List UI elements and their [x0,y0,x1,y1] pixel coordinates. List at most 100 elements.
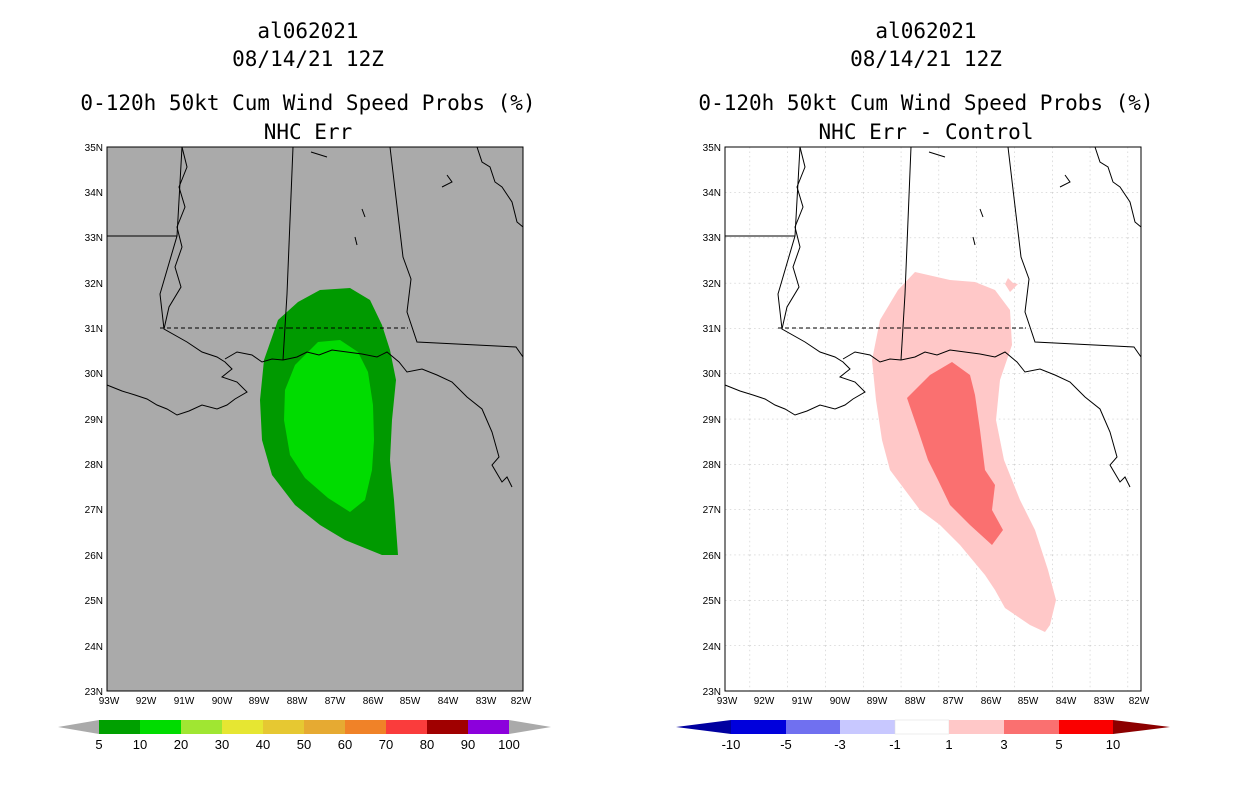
colorbar-swatch [1059,720,1113,734]
left-colorbar: 5 10 20 30 40 50 60 70 80 90 100 [58,720,551,752]
lon-label: 90W [212,696,233,707]
left-subtitle: NHC Err [264,120,353,144]
colorbar-label: 70 [379,737,393,752]
lon-label: 86W [363,696,384,707]
lon-label: 93W [99,696,120,707]
lat-label: 26N [703,551,721,562]
colorbar-label: 3 [1000,737,1007,752]
right-colorbar-right-end [1113,720,1170,734]
colorbar-label: 90 [461,737,475,752]
lon-label: 88W [905,696,926,707]
lat-label: 29N [85,415,103,426]
left-lat-labels: 35N 34N 33N 32N 31N 30N 29N 28N 27N 26N … [85,143,103,698]
lon-label: 84W [438,696,459,707]
colorbar-label: 10 [133,737,147,752]
lat-label: 31N [85,324,103,335]
colorbar-swatch [386,720,427,734]
colorbar-label: 30 [215,737,229,752]
lon-label: 83W [1094,696,1115,707]
left-datetime: 08/14/21 12Z [232,47,384,71]
lat-label: 35N [85,143,103,154]
colorbar-swatch [222,720,263,734]
right-panel: al062021 08/14/21 12Z 0-120h 50kt Cum Wi… [676,19,1170,752]
colorbar-label: 10 [1106,737,1120,752]
lat-label: 25N [703,596,721,607]
colorbar-swatch [304,720,345,734]
colorbar-label: 20 [174,737,188,752]
colorbar-swatch [99,720,140,734]
right-product-title: 0-120h 50kt Cum Wind Speed Probs (%) [698,91,1153,115]
lon-label: 86W [981,696,1002,707]
lat-label: 32N [703,279,721,290]
lat-label: 31N [703,324,721,335]
colorbar-label: 50 [297,737,311,752]
colorbar-swatch [345,720,386,734]
right-map-frame [724,146,1142,692]
lon-label: 82W [1129,696,1150,707]
lat-label: 27N [703,505,721,516]
lon-label: 82W [511,696,532,707]
lat-label: 33N [703,233,721,244]
colorbar-swatch [468,720,509,734]
lat-label: 30N [703,369,721,380]
colorbar-label: 5 [1055,737,1062,752]
colorbar-swatch [731,720,786,734]
colorbar-label: 5 [95,737,102,752]
colorbar-label: -3 [834,737,846,752]
lat-label: 35N [703,143,721,154]
left-colorbar-left-end [58,720,99,734]
lat-label: 28N [703,460,721,471]
lon-label: 92W [136,696,157,707]
left-storm-id: al062021 [257,19,358,43]
lat-label: 32N [85,279,103,290]
left-colorbar-right-end [509,720,551,734]
colorbar-label: 40 [256,737,270,752]
lon-label: 84W [1056,696,1077,707]
lat-label: 34N [703,188,721,199]
lon-label: 83W [476,696,497,707]
lon-label: 87W [325,696,346,707]
lon-label: 93W [717,696,738,707]
colorbar-swatch [786,720,840,734]
colorbar-label: 80 [420,737,434,752]
left-lon-labels: 93W 92W 91W 90W 89W 88W 87W 86W 85W 84W … [99,696,532,707]
lat-label: 25N [85,596,103,607]
colorbar-label: -1 [889,737,901,752]
right-storm-id: al062021 [875,19,976,43]
left-panel: al062021 08/14/21 12Z 0-120h 50kt Cum Wi… [58,19,551,752]
lat-label: 24N [703,642,721,653]
lon-label: 91W [792,696,813,707]
lon-label: 85W [400,696,421,707]
lat-label: 23N [703,687,721,698]
right-lon-labels: 93W 92W 91W 90W 89W 88W 87W 86W 85W 84W … [717,696,1150,707]
right-colorbar: -10 -5 -3 -1 1 3 5 10 [676,719,1170,752]
left-product-title: 0-120h 50kt Cum Wind Speed Probs (%) [80,91,535,115]
colorbar-swatch [140,720,181,734]
lat-label: 33N [85,233,103,244]
colorbar-swatch [949,720,1004,734]
colorbar-swatch [894,719,950,735]
colorbar-label: 1 [945,737,952,752]
lon-label: 88W [287,696,308,707]
lat-label: 26N [85,551,103,562]
right-lat-labels: 35N 34N 33N 32N 31N 30N 29N 28N 27N 26N … [703,143,721,698]
lat-label: 34N [85,188,103,199]
lon-label: 89W [249,696,270,707]
lat-label: 30N [85,369,103,380]
colorbar-swatch [1004,720,1059,734]
right-diff-3-5-area [907,362,1003,545]
lat-label: 29N [703,415,721,426]
colorbar-label: -5 [780,737,792,752]
colorbar-swatch [181,720,222,734]
lat-label: 24N [85,642,103,653]
colorbar-label: -10 [722,737,741,752]
lon-label: 87W [943,696,964,707]
lat-label: 28N [85,460,103,471]
lat-label: 23N [85,687,103,698]
lon-label: 89W [867,696,888,707]
right-datetime: 08/14/21 12Z [850,47,1002,71]
colorbar-label: 100 [498,737,520,752]
right-subtitle: NHC Err - Control [819,120,1034,144]
colorbar-swatch [840,720,895,734]
